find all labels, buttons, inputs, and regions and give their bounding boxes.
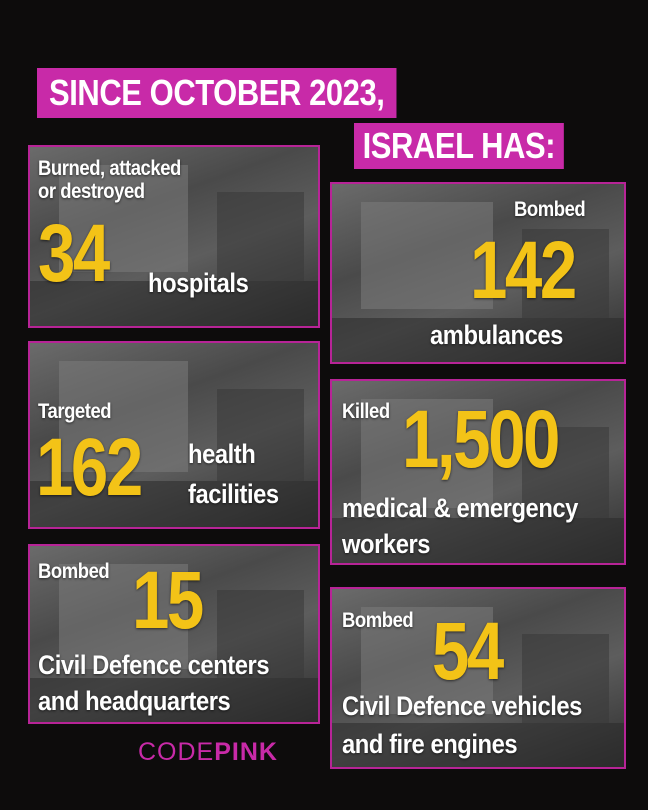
civil-centers-pre: Bombed (38, 560, 110, 583)
civil-vehicles-pre: Bombed (342, 609, 414, 632)
card-health-facilities: Targeted 162 health facilities (28, 341, 320, 529)
card-hospitals: Burned, attacked or destroyed 34 hospita… (28, 145, 320, 328)
headline-line-1: SINCE OCTOBER 2023, (37, 68, 397, 118)
health-number: 162 (36, 422, 143, 513)
civil-vehicles-number: 54 (432, 606, 504, 697)
workers-pre: Killed (342, 400, 390, 423)
card-civil-defence-centers: Bombed 15 Civil Defence centers and head… (28, 544, 320, 724)
ambulances-label: ambulances (430, 320, 563, 350)
logo-pink-text: PINK (214, 738, 278, 766)
civil-vehicles-label-line-1: Civil Defence vehicles (342, 691, 582, 721)
card-workers: Killed 1,500 medical & emergency workers (330, 379, 626, 565)
logo-code-text: CODE (138, 738, 215, 766)
civil-centers-number: 15 (132, 555, 204, 646)
civil-centers-label-line-1: Civil Defence centers (38, 650, 270, 680)
card-civil-defence-vehicles: Bombed 54 Civil Defence vehicles and fir… (330, 587, 626, 769)
hospitals-number: 34 (38, 208, 110, 299)
workers-number: 1,500 (402, 394, 560, 485)
health-label-line-1: health (188, 439, 256, 469)
workers-label-line-1: medical & emergency (342, 493, 578, 523)
headline-line-1-text: SINCE OCTOBER 2023, (49, 72, 385, 113)
hospitals-label: hospitals (148, 268, 249, 298)
health-pre: Targeted (38, 400, 112, 423)
ambulances-number: 142 (470, 225, 577, 316)
workers-label-line-2: workers (342, 529, 431, 559)
card-ambulances: Bombed 142 ambulances (330, 182, 626, 364)
headline-line-2-text: ISRAEL HAS: (362, 125, 556, 166)
hospitals-pre-line-1: Burned, attacked (38, 157, 181, 180)
ambulances-pre: Bombed (514, 198, 586, 221)
codepink-logo: CODEPINK (138, 738, 278, 767)
health-label-line-2: facilities (188, 479, 279, 509)
hospitals-pre-line-2: or destroyed (38, 180, 145, 203)
headline-line-2: ISRAEL HAS: (354, 123, 564, 169)
civil-vehicles-label-line-2: and fire engines (342, 729, 518, 759)
civil-centers-label-line-2: and headquarters (38, 686, 231, 716)
